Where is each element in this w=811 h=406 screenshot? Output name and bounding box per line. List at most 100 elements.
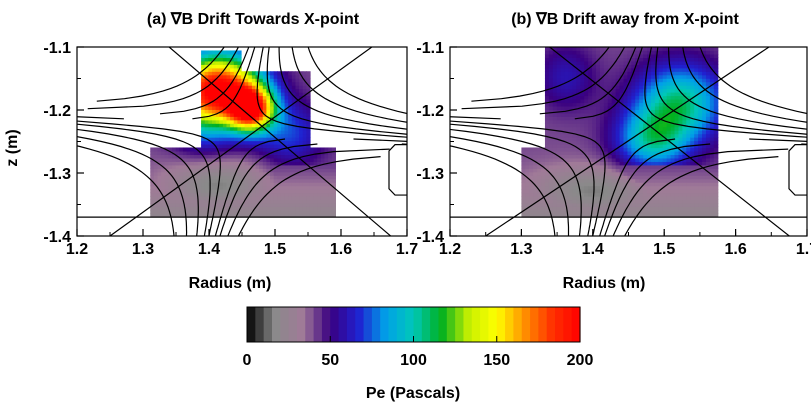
heatmap-cell	[230, 88, 235, 93]
heatmap-cell	[190, 168, 195, 173]
heatmap-cell	[560, 164, 566, 169]
heatmap-cell	[251, 213, 257, 218]
heatmap-cell	[255, 182, 260, 187]
heatmap-cell	[670, 102, 676, 107]
heatmap-cell	[647, 71, 652, 76]
heatmap-cell	[172, 182, 177, 187]
heatmap-cell	[211, 192, 217, 197]
heatmap-cell	[266, 195, 271, 201]
heatmap-cell	[662, 64, 668, 69]
heatmap-cell	[201, 185, 206, 190]
heatmap-cell	[190, 157, 195, 162]
heatmap-cell	[248, 137, 253, 142]
heatmap-cell	[299, 140, 304, 145]
heatmap-cell	[277, 123, 282, 128]
heatmap-cell	[537, 213, 542, 218]
heatmap-cell	[320, 147, 326, 152]
heatmap-cell	[568, 123, 574, 128]
heatmap-cell	[299, 78, 304, 83]
heatmap-cell	[678, 53, 684, 58]
heatmap-cell	[682, 175, 687, 180]
heatmap-cell	[654, 71, 660, 76]
heatmap-cell	[650, 178, 656, 183]
heatmap-cell	[186, 161, 191, 166]
heatmap-cell	[222, 105, 228, 110]
heatmap-cell	[584, 50, 589, 55]
heatmap-cell	[328, 168, 333, 173]
heatmap-cell	[690, 182, 695, 187]
heatmap-cell	[244, 209, 249, 214]
heatmap-cell	[153, 161, 159, 166]
heatmap-cell	[259, 119, 264, 124]
heatmap-cell	[201, 60, 206, 65]
heatmap-cell	[705, 213, 711, 218]
heatmap-cell	[266, 189, 271, 194]
heatmap-cell	[580, 78, 585, 83]
heatmap-cell	[662, 126, 668, 131]
heatmap-cell	[619, 98, 625, 104]
heatmap-cell	[270, 144, 275, 149]
heatmap-cell	[627, 130, 632, 135]
heatmap-cell	[237, 64, 242, 69]
heatmap-cell	[273, 140, 278, 145]
heatmap-cell	[548, 47, 554, 52]
heatmap-cell	[705, 189, 711, 194]
heatmap-cell	[654, 144, 660, 149]
heatmap-cell	[215, 137, 220, 142]
heatmap-cell	[584, 88, 589, 93]
heatmap-cell	[670, 140, 676, 145]
heatmap-cell	[211, 74, 217, 79]
heatmap-cell	[639, 164, 644, 169]
heatmap-cell	[576, 209, 581, 214]
heatmap-cell	[150, 150, 155, 156]
heatmap-cell	[560, 199, 566, 204]
heatmap-cell	[295, 88, 300, 93]
heatmap-cell	[230, 189, 235, 194]
heatmap-cell	[201, 92, 206, 97]
heatmap-cell	[533, 202, 538, 207]
heatmap-cell	[674, 185, 680, 190]
heatmap-cell	[666, 199, 672, 204]
heatmap-cell	[698, 109, 703, 114]
heatmap-cell	[568, 60, 574, 65]
heatmap-cell	[596, 74, 601, 79]
heatmap-cell	[208, 164, 213, 169]
heatmap-cell	[182, 175, 188, 180]
heatmap-cell	[548, 202, 554, 207]
heatmap-cell	[233, 105, 238, 110]
heatmap-cell	[248, 119, 253, 124]
heatmap-cell	[215, 57, 220, 62]
heatmap-cell	[277, 168, 282, 173]
heatmap-cell	[548, 192, 554, 197]
heatmap-cell	[584, 189, 589, 194]
heatmap-cell	[580, 92, 585, 97]
heatmap-cell	[576, 178, 581, 183]
heatmap-cell	[572, 50, 577, 55]
heatmap-cell	[584, 178, 589, 183]
heatmap-cell	[161, 213, 166, 218]
heatmap-cell	[678, 133, 684, 138]
heatmap-cell	[548, 178, 554, 183]
heatmap-cell	[244, 112, 249, 117]
heatmap-cell	[690, 130, 695, 135]
heatmap-cell	[193, 175, 199, 180]
heatmap-cell	[635, 202, 640, 207]
heatmap-cell	[219, 164, 224, 169]
heatmap-cell	[251, 144, 257, 149]
heatmap-cell	[631, 140, 636, 145]
heatmap-cell	[157, 168, 162, 173]
heatmap-cell	[215, 144, 220, 149]
heatmap-cell	[584, 140, 589, 145]
heatmap-cell	[179, 164, 184, 169]
heatmap-cell	[627, 119, 632, 124]
heatmap-cell	[237, 189, 242, 194]
heatmap-cell	[584, 85, 589, 90]
heatmap-cell	[259, 150, 264, 156]
heatmap-cell	[552, 178, 558, 183]
heatmap-cell	[592, 195, 597, 201]
heatmap-cell	[244, 130, 249, 135]
heatmap-cell	[635, 157, 640, 162]
heatmap-cell	[698, 140, 703, 145]
heatmap-cell	[237, 137, 242, 142]
heatmap-cell	[313, 157, 318, 162]
